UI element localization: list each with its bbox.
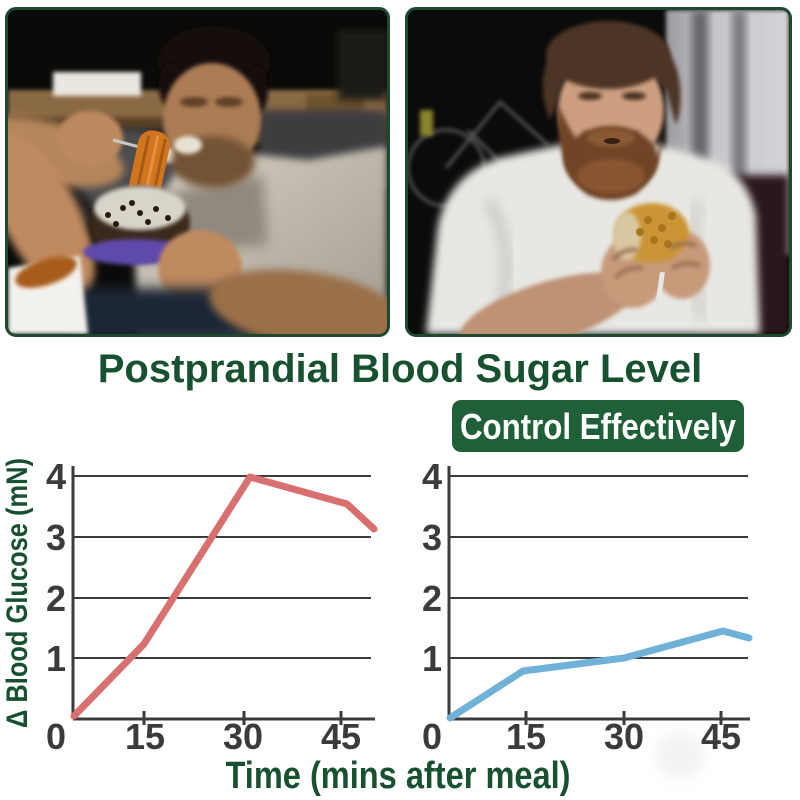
- svg-text:15: 15: [506, 716, 546, 757]
- svg-text:0: 0: [422, 716, 442, 757]
- svg-text:30: 30: [223, 716, 263, 757]
- svg-text:2: 2: [422, 578, 442, 619]
- svg-text:2: 2: [46, 578, 66, 619]
- svg-text:3: 3: [46, 517, 66, 558]
- svg-text:0: 0: [46, 716, 66, 757]
- svg-text:1: 1: [422, 638, 442, 679]
- svg-text:4: 4: [46, 456, 66, 497]
- svg-text:Δ Blood Glucose (mN): Δ Blood Glucose (mN): [1, 458, 34, 728]
- svg-text:1: 1: [46, 638, 66, 679]
- svg-text:45: 45: [321, 716, 361, 757]
- svg-text:15: 15: [125, 716, 165, 757]
- svg-text:4: 4: [422, 456, 442, 497]
- svg-text:3: 3: [422, 517, 442, 558]
- svg-text:Time (mins after meal): Time (mins after meal): [226, 755, 571, 797]
- svg-text:30: 30: [604, 716, 644, 757]
- svg-text:Control Effectively: Control Effectively: [460, 406, 736, 447]
- svg-text:45: 45: [701, 716, 741, 757]
